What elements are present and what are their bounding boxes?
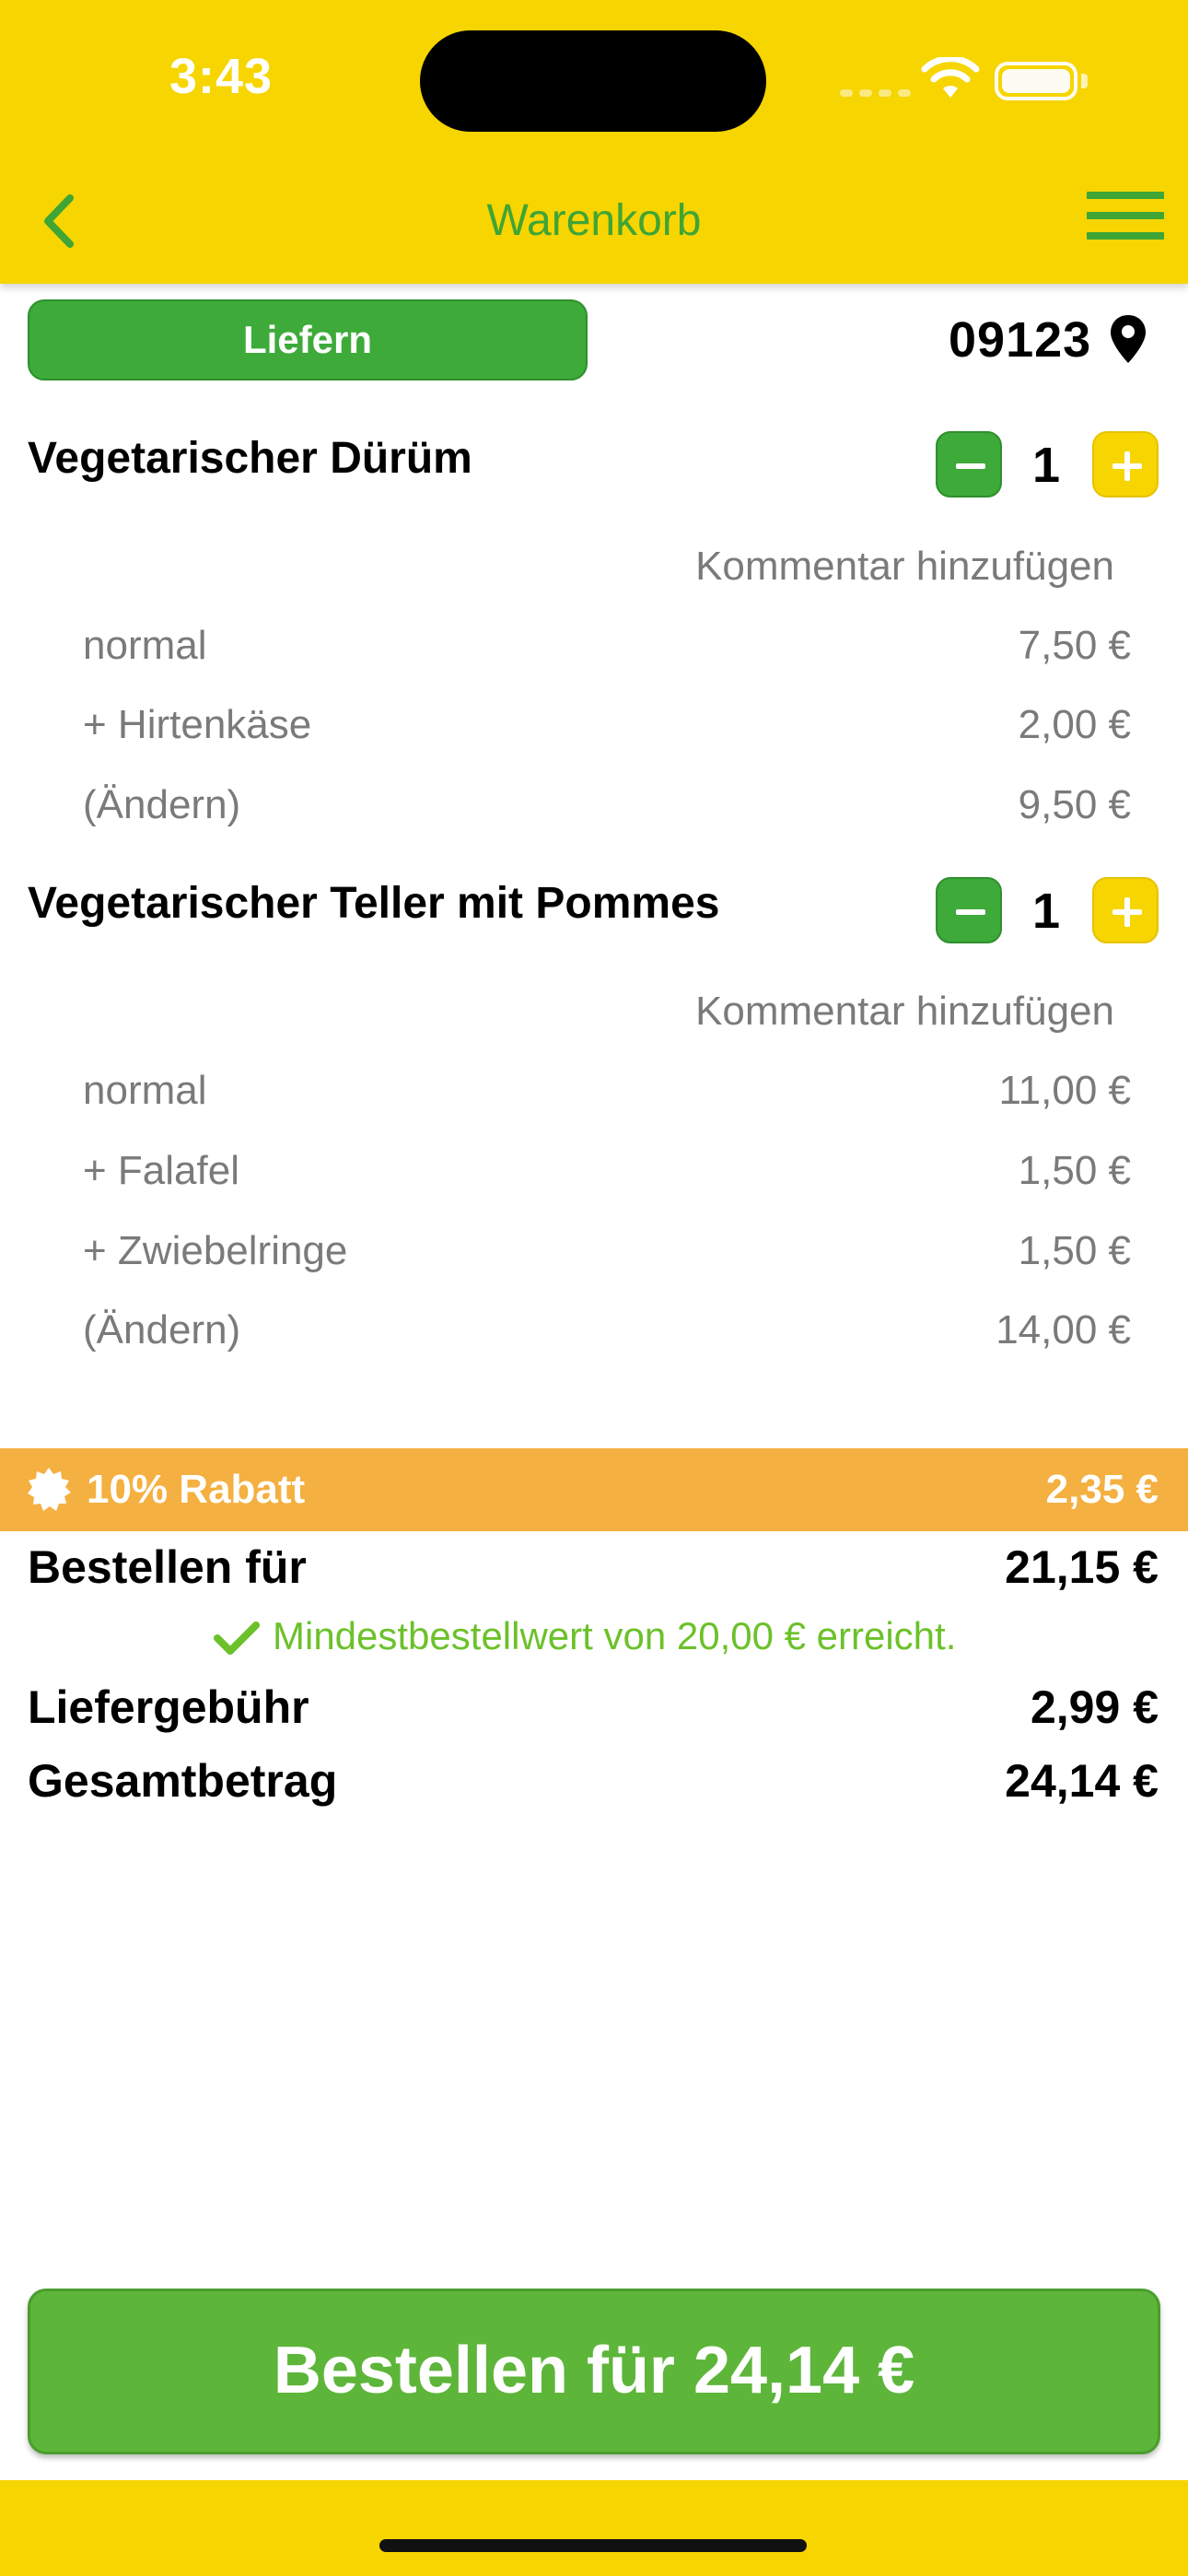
item-quantity: 1 bbox=[1031, 884, 1061, 939]
discount-amount: 2,35 € bbox=[1045, 1467, 1159, 1512]
page-title: Warenkorb bbox=[486, 196, 702, 245]
cart-item-name: Vegetarischer Teller mit Pommes bbox=[28, 879, 720, 928]
location-pin-icon[interactable] bbox=[1110, 315, 1147, 363]
add-comment-link[interactable]: Kommentar hinzufügen bbox=[695, 544, 1114, 589]
decrease-quantity-button[interactable] bbox=[936, 431, 1002, 498]
hamburger-menu-icon[interactable] bbox=[1087, 192, 1164, 249]
item-line-price: 11,00 € bbox=[998, 1068, 1131, 1113]
item-line-label: normal bbox=[83, 623, 207, 668]
back-chevron-icon[interactable] bbox=[37, 189, 83, 253]
item-line-price: 9,50 € bbox=[1018, 782, 1131, 827]
change-item-link[interactable]: (Ändern) bbox=[83, 1307, 241, 1352]
check-icon bbox=[214, 1622, 260, 1655]
top-bar: 3:43 Warenkorb bbox=[0, 0, 1188, 284]
total-value: 24,14 € bbox=[1005, 1755, 1159, 1807]
item-line-label: normal bbox=[83, 1068, 207, 1113]
bottom-bar bbox=[0, 2480, 1188, 2576]
item-line-label: + Falafel bbox=[83, 1148, 239, 1193]
item-line-price: 7,50 € bbox=[1018, 623, 1131, 668]
item-line-price: 1,50 € bbox=[1018, 1228, 1131, 1273]
cart-item-name: Vegetarischer Dürüm bbox=[28, 434, 472, 483]
minimum-order-notice: Mindestbestellwert von 20,00 € erreicht. bbox=[273, 1614, 957, 1657]
battery-icon bbox=[995, 62, 1077, 100]
item-quantity: 1 bbox=[1031, 438, 1061, 493]
discount-label: 10% Rabatt bbox=[87, 1467, 306, 1512]
increase-quantity-button[interactable] bbox=[1092, 877, 1159, 943]
cellular-signal-icon bbox=[840, 85, 917, 101]
total-label: Gesamtbetrag bbox=[28, 1755, 338, 1807]
delivery-mode-button[interactable]: Liefern bbox=[28, 299, 588, 381]
subtotal-label: Bestellen für bbox=[28, 1541, 307, 1593]
battery-cap bbox=[1081, 74, 1088, 88]
item-line-label: + Zwiebelringe bbox=[83, 1228, 348, 1273]
postal-code[interactable]: 09123 bbox=[949, 312, 1092, 368]
place-order-button[interactable]: Bestellen für 24,14 € bbox=[28, 2289, 1160, 2454]
increase-quantity-button[interactable] bbox=[1092, 431, 1159, 498]
delivery-fee-label: Liefergebühr bbox=[28, 1681, 309, 1733]
item-line-price: 1,50 € bbox=[1018, 1148, 1131, 1193]
add-comment-link[interactable]: Kommentar hinzufügen bbox=[695, 989, 1114, 1034]
dynamic-island bbox=[420, 30, 766, 132]
discount-banner: 10% Rabatt 2,35 € bbox=[0, 1448, 1188, 1531]
delivery-fee-value: 2,99 € bbox=[1030, 1681, 1159, 1733]
item-line-label: + Hirtenkäse bbox=[83, 702, 312, 747]
home-indicator[interactable] bbox=[379, 2539, 807, 2552]
decrease-quantity-button[interactable] bbox=[936, 877, 1002, 943]
subtotal-value: 21,15 € bbox=[1005, 1541, 1159, 1593]
discount-badge-icon bbox=[28, 1468, 71, 1511]
item-line-price: 2,00 € bbox=[1018, 702, 1131, 747]
change-item-link[interactable]: (Ändern) bbox=[83, 782, 241, 827]
status-time: 3:43 bbox=[169, 49, 274, 104]
wifi-icon bbox=[921, 57, 980, 98]
item-line-price: 14,00 € bbox=[996, 1307, 1131, 1352]
